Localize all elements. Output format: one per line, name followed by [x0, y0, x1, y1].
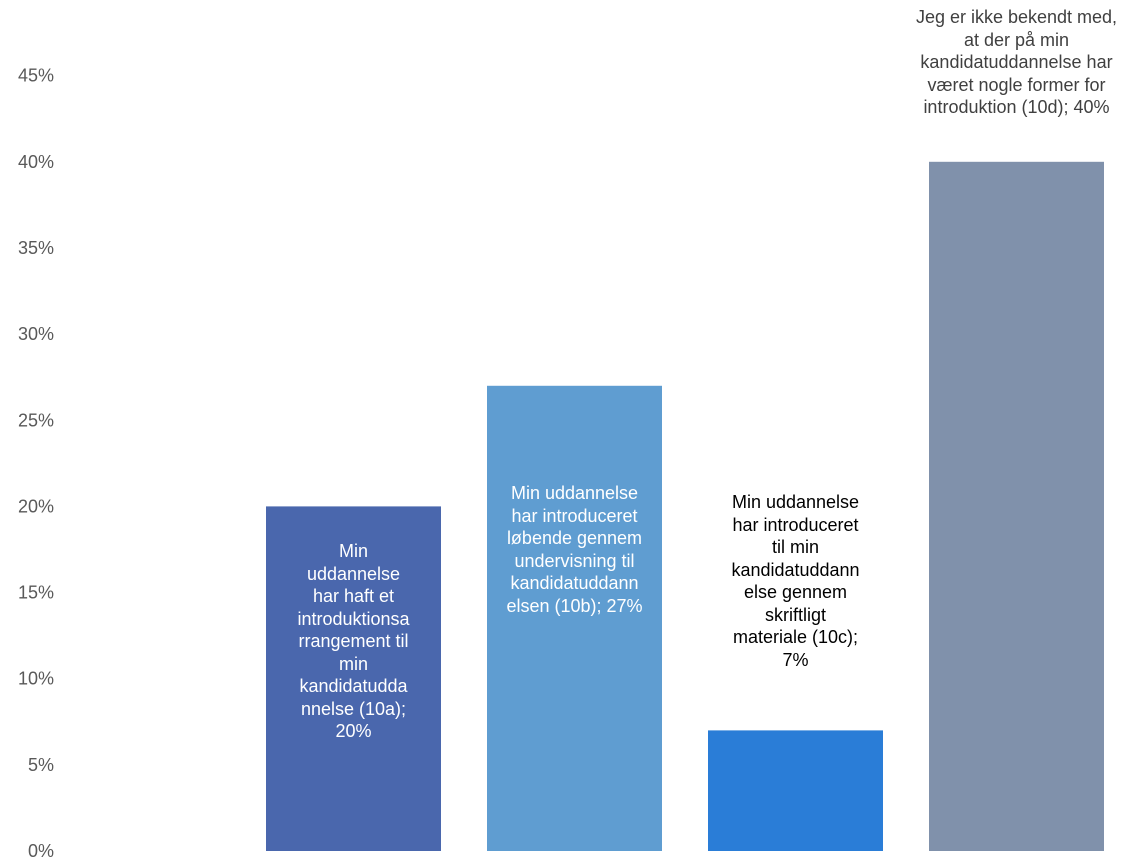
- data-label-10a: Min uddannelse har haft et introduktionsa rr…: [264, 540, 444, 743]
- y-tick-label: 15%: [18, 583, 54, 603]
- bar-10d: [929, 161, 1104, 852]
- data-label-line: Min: [338, 541, 368, 561]
- data-label-line: til min: [771, 537, 819, 557]
- data-label-line: materiale (10c);: [732, 627, 859, 647]
- data-label-line: har introduceret: [732, 514, 859, 535]
- y-tick-label: 5%: [28, 755, 54, 775]
- y-tick-label: 35%: [18, 238, 54, 258]
- data-label-line: elsen (10b); 27%: [506, 595, 643, 616]
- bar-10c: [708, 730, 883, 851]
- data-label-line: uddannelse: [306, 563, 401, 584]
- data-label-line: kandidatuddann: [731, 559, 860, 580]
- data-label-line: har introduceret: [511, 505, 638, 526]
- data-label-line: 20%: [335, 721, 372, 741]
- data-label-line: kandidatudda: [299, 676, 408, 696]
- data-label-10d: Jeg er ikke bekendt med, at der på min kan…: [887, 6, 1139, 119]
- data-label-line: rrangement til: [298, 631, 409, 651]
- data-label-line: 7%: [782, 649, 809, 670]
- y-tick-label: 45%: [18, 66, 54, 86]
- y-tick-label: 0%: [28, 841, 54, 861]
- data-label-line: at der på min: [963, 29, 1070, 50]
- data-label-line: else gennem: [743, 582, 848, 602]
- y-tick-label: 30%: [18, 324, 54, 344]
- data-label-10c: Min uddannelse har introduceret til min kan…: [706, 491, 886, 671]
- data-label-line: nnelse (10a);: [300, 698, 407, 719]
- data-label-line: Min uddannelse: [510, 483, 639, 503]
- y-tick-label: 25%: [18, 410, 54, 430]
- y-tick-label: 40%: [18, 152, 54, 172]
- data-label-line: skriftligt: [764, 604, 826, 625]
- data-label-10b: Min uddannelse har introduceret løbende ge…: [485, 482, 665, 617]
- data-label-line: introduktionsa: [297, 608, 410, 629]
- data-label-line: introduktion (10d); 40%: [923, 97, 1110, 117]
- data-label-line: min: [338, 653, 368, 674]
- data-label-line: undervisning til: [514, 550, 635, 571]
- y-tick-label: 10%: [18, 669, 54, 689]
- bar-10a: [266, 506, 441, 851]
- y-tick-label: 20%: [18, 496, 54, 516]
- data-label-line: Jeg er ikke bekendt med,: [915, 7, 1118, 27]
- data-label-line: har haft et: [312, 586, 395, 606]
- data-label-line: Min uddannelse: [731, 492, 860, 512]
- data-label-line: løbende gennem: [506, 528, 643, 548]
- data-label-line: kandidatuddann: [510, 573, 639, 593]
- data-label-line: kandidatuddannelse har: [920, 52, 1113, 72]
- bar-10b: [487, 385, 662, 851]
- data-label-line: været nogle former for: [927, 74, 1106, 95]
